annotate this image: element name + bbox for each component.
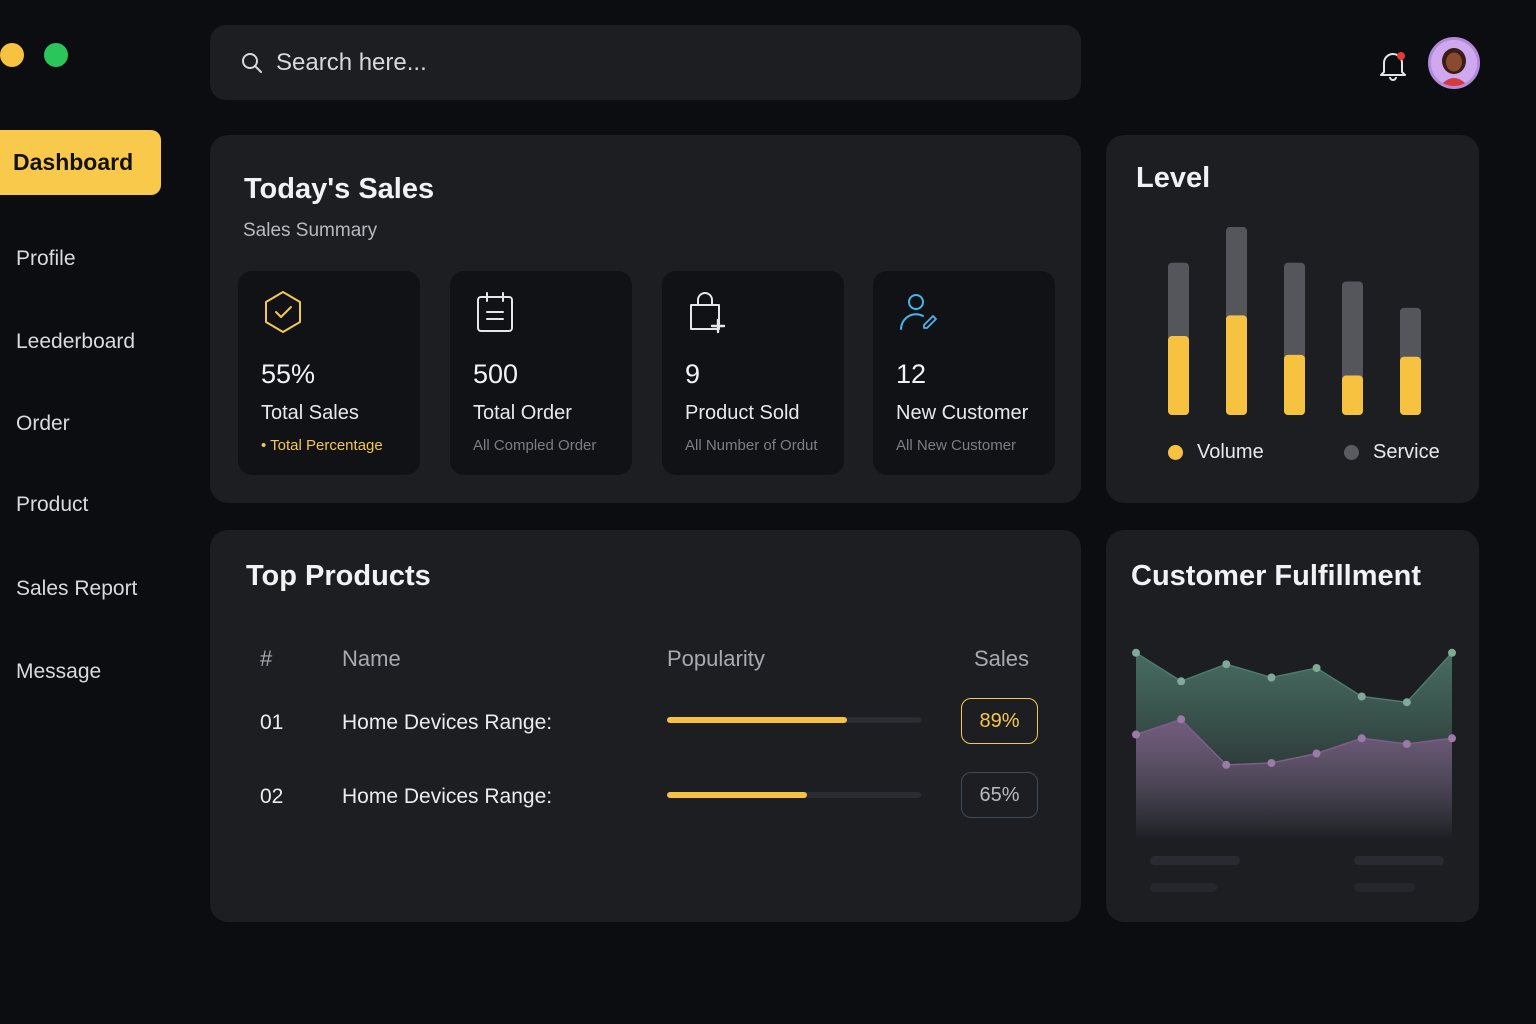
stat-label: New Customer: [896, 402, 1029, 424]
row-index: 01: [260, 711, 284, 734]
clipboard-icon: [477, 292, 513, 332]
stat-note: • Total Percentage: [261, 437, 383, 454]
stat-label: Total Sales: [261, 402, 359, 424]
placeholder-line: [1150, 856, 1240, 865]
stat-value: 500: [473, 359, 519, 389]
stat-value: 9: [685, 359, 701, 389]
stat-card-total-order[interactable]: 500 Total Order All Compled Order: [450, 271, 632, 475]
popularity-fill: [667, 717, 848, 723]
todays-sales-title: Today's Sales: [244, 173, 435, 205]
popularity-bar: [667, 717, 921, 723]
popularity-fill: [667, 792, 807, 798]
bar-volume-2: [1226, 315, 1247, 415]
placeholder-line: [1354, 883, 1415, 892]
customer-fulfillment-card: Customer Fulfillment: [1106, 530, 1479, 922]
sidebar-item-leaderboard[interactable]: Leederboard: [16, 330, 136, 353]
stat-card-new-customer[interactable]: 12 New Customer All New Customer: [873, 271, 1055, 475]
level-bar-chart: [1168, 227, 1421, 415]
level-card: Level Volume Service: [1106, 135, 1479, 503]
user-edit-icon: [900, 294, 937, 330]
point-series-1-4: [1267, 673, 1276, 682]
point-series-2-2: [1177, 715, 1186, 724]
shield-check-icon: [265, 291, 301, 333]
sidebar-item-order[interactable]: Order: [16, 412, 70, 435]
point-series-1-5: [1312, 664, 1321, 672]
area-series-2: [1136, 719, 1452, 840]
sales-badge: 89%: [961, 698, 1038, 744]
todays-sales-card: Today's Sales Sales Summary 55% Total Sa…: [210, 135, 1081, 503]
sidebar-item-dashboard[interactable]: Dashboard: [0, 130, 161, 195]
point-series-2-5: [1312, 749, 1321, 758]
user-avatar[interactable]: [1428, 37, 1480, 89]
search-icon: [242, 52, 262, 73]
stat-note: All New Customer: [896, 437, 1017, 454]
bar-volume-5: [1400, 356, 1421, 415]
top-products-card: Top Products # Name Popularity Sales 01 …: [210, 530, 1081, 922]
stat-card-product-sold[interactable]: 9 Product Sold All Number of Ordut: [662, 271, 844, 475]
legend-swatch-service: [1344, 445, 1359, 460]
line-series-1: [1135, 652, 1453, 703]
window-dot-yellow[interactable]: [0, 43, 24, 67]
point-series-1-3: [1222, 660, 1231, 669]
stat-note: All Compled Order: [473, 437, 597, 454]
customer-fulfillment-area-chart: [1132, 648, 1456, 840]
legend-service: Service: [1344, 441, 1440, 464]
sidebar-item-product[interactable]: Product: [16, 493, 89, 516]
bar-volume-3: [1284, 354, 1305, 415]
avatar-portrait-icon: [1431, 40, 1477, 86]
line-series-2: [1135, 718, 1453, 766]
bar-volume-1: [1168, 336, 1189, 415]
point-series-2-6: [1357, 734, 1366, 743]
row-name: Home Devices Range:: [342, 711, 553, 734]
placeholder-line: [1354, 856, 1444, 865]
row-index: 02: [260, 785, 284, 808]
point-series-2-1: [1132, 730, 1140, 739]
sidebar-item-profile[interactable]: Profile: [16, 247, 76, 270]
sidebar-item-sales-report[interactable]: Sales Report: [16, 577, 138, 600]
legend-volume: Volume: [1168, 441, 1264, 464]
stat-value: 55%: [261, 359, 316, 389]
legend-label: Volume: [1197, 441, 1264, 463]
search-bar[interactable]: [210, 25, 1081, 100]
point-series-2-8: [1448, 734, 1456, 743]
legend-swatch-volume: [1168, 445, 1183, 460]
legend-label: Service: [1373, 441, 1440, 463]
stat-card-total-sales[interactable]: 55% Total Sales • Total Percentage: [238, 271, 420, 475]
window-dot-green[interactable]: [44, 43, 68, 67]
sales-badge: 65%: [961, 772, 1038, 818]
col-header-index: #: [260, 646, 273, 671]
level-title: Level: [1136, 162, 1211, 194]
sidebar-item-label: Dashboard: [13, 149, 134, 175]
point-series-2-4: [1267, 759, 1276, 767]
bell-icon[interactable]: [1378, 48, 1408, 82]
point-series-1-2: [1177, 677, 1186, 686]
stat-label: Product Sold: [685, 402, 800, 424]
row-name: Home Devices Range:: [342, 785, 553, 808]
popularity-bar: [667, 792, 921, 798]
point-series-1-1: [1132, 648, 1140, 657]
point-series-2-3: [1222, 760, 1231, 769]
point-series-1-8: [1448, 648, 1456, 657]
placeholder-line: [1150, 883, 1217, 892]
stat-value: 12: [896, 359, 927, 389]
stat-label: Total Order: [473, 402, 572, 424]
point-series-1-7: [1402, 698, 1411, 707]
todays-sales-subtitle: Sales Summary: [243, 220, 378, 241]
col-header-name: Name: [342, 646, 401, 671]
search-input[interactable]: [276, 48, 976, 77]
point-series-1-6: [1357, 692, 1366, 701]
customer-fulfillment-title: Customer Fulfillment: [1131, 560, 1422, 592]
col-header-popularity: Popularity: [667, 646, 765, 671]
col-header-sales: Sales: [974, 646, 1030, 671]
point-series-2-7: [1402, 740, 1411, 748]
bar-volume-4: [1342, 375, 1363, 415]
top-products-title: Top Products: [246, 560, 431, 592]
bag-plus-icon: [690, 292, 726, 334]
sidebar-item-message[interactable]: Message: [16, 660, 102, 683]
stat-note: All Number of Ordut: [685, 437, 818, 454]
